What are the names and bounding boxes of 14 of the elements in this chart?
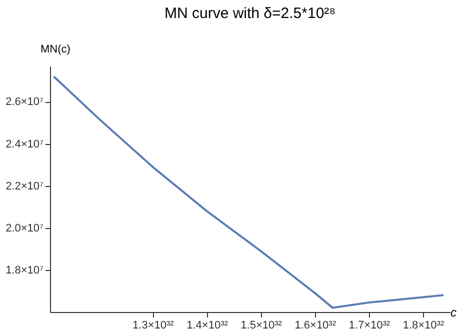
- y-tick-label: 2.6×10⁷: [6, 96, 44, 108]
- y-axis-title: MN(c): [40, 44, 70, 56]
- x-tick-label: 1.4×10³²: [186, 320, 228, 332]
- x-tick-label: 1.7×10³²: [348, 320, 390, 332]
- y-tick-label: 2.4×10⁷: [6, 138, 44, 150]
- x-tick-label: 1.5×10³²: [240, 320, 282, 332]
- y-tick-label: 1.8×10⁷: [6, 264, 44, 276]
- y-tick-label: 2.0×10⁷: [6, 222, 44, 234]
- x-axis-title: c: [450, 306, 456, 320]
- x-tick-label: 1.6×10³²: [294, 320, 336, 332]
- y-tick-label: 2.2×10⁷: [6, 180, 44, 192]
- chart-title: MN curve with δ=2.5*10²⁸: [164, 5, 336, 22]
- x-tick-label: 1.8×10³²: [402, 320, 444, 332]
- x-tick-label: 1.3×10³²: [132, 320, 174, 332]
